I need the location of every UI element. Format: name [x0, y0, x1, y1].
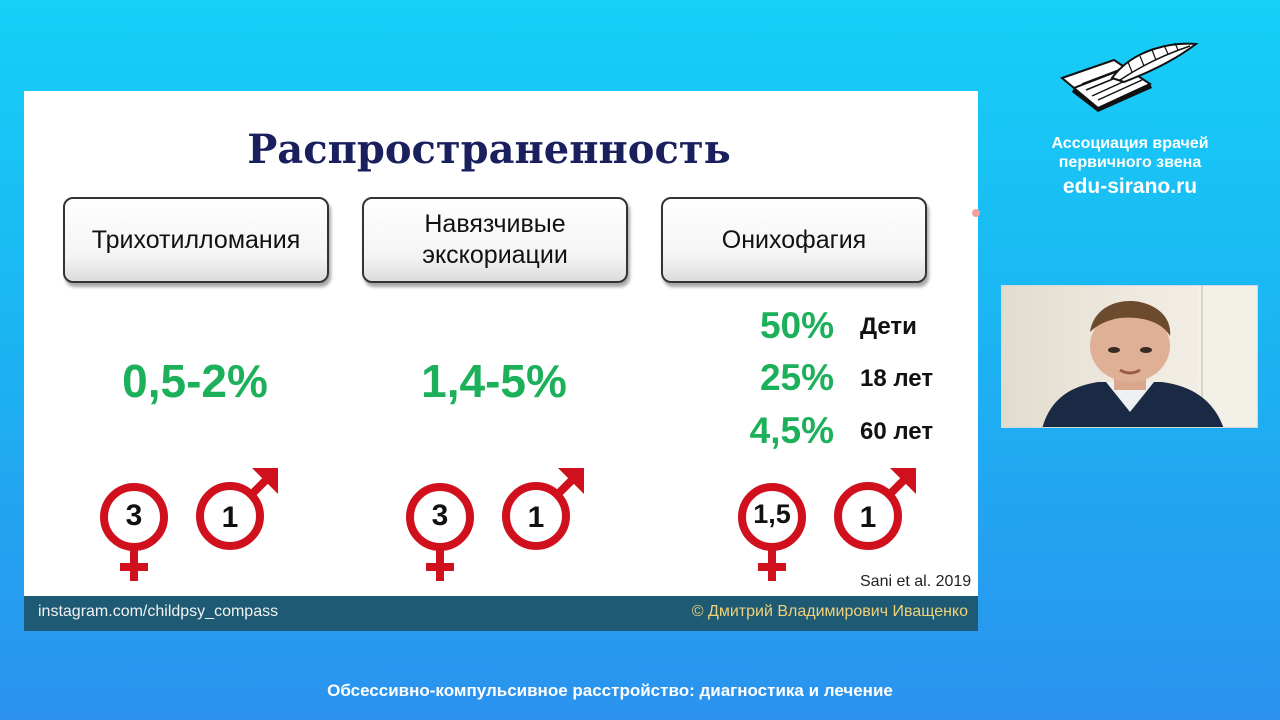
female-ratio: 3 — [431, 499, 449, 532]
age-row-label: Дети — [860, 313, 917, 340]
heading-label: Навязчивые экскориации — [422, 210, 568, 269]
male-ratio: 1 — [221, 501, 239, 534]
footer-instagram: instagram.com/childpsy_compass — [38, 603, 279, 620]
heading-card-onychophagia: Онихофагия — [661, 197, 927, 283]
heading-card-trichotillomania: Трихотилломания — [63, 197, 329, 283]
slide-footer — [24, 596, 978, 631]
prevalence-value: 1,4-5% — [421, 355, 567, 407]
female-ratio: 3 — [125, 499, 143, 532]
male-symbol-icon — [190, 466, 282, 558]
age-row-percent: 4,5% — [749, 410, 834, 451]
citation: Sani et al. 2019 — [860, 573, 972, 590]
age-row-label: 18 лет — [860, 365, 934, 392]
male-symbol-icon — [496, 466, 588, 558]
org-website[interactable]: edu-sirano.ru — [1062, 175, 1198, 198]
female-symbol-icon — [402, 481, 482, 585]
heading-label: Трихотилломания — [91, 225, 301, 254]
pointer-dot — [972, 209, 980, 217]
presentation-slide — [24, 91, 978, 631]
age-row: 50% Дети — [740, 305, 960, 346]
female-symbol-icon — [96, 481, 176, 585]
age-row-percent: 25% — [759, 357, 834, 398]
female-ratio: 1,5 — [753, 499, 791, 529]
male-symbol-icon — [828, 466, 920, 558]
presenter-figure-icon — [1042, 286, 1257, 427]
book-quill-icon — [1054, 38, 1200, 119]
slide-title: Распространенность — [247, 126, 731, 173]
age-row-label: 60 лет — [860, 418, 934, 445]
heading-card-excoriation: Навязчивые экскориации — [362, 197, 628, 283]
age-row: 4,5% 60 лет — [740, 410, 960, 451]
presenter-video — [1001, 285, 1258, 428]
age-row: 25% 18 лет — [740, 357, 960, 398]
heading-label: Онихофагия — [721, 225, 867, 254]
male-ratio: 1 — [859, 501, 877, 534]
male-ratio: 1 — [527, 501, 545, 534]
female-symbol-icon — [734, 481, 814, 585]
age-row-percent: 50% — [759, 305, 834, 346]
video-caption: Обсессивно-компульсивное расстройство: д… — [327, 681, 893, 700]
prevalence-value: 0,5-2% — [122, 355, 268, 407]
footer-copyright: © Дмитрий Владимирович Иващенко — [691, 603, 968, 620]
org-name: Ассоциация врачей первичного звена — [1051, 135, 1209, 171]
